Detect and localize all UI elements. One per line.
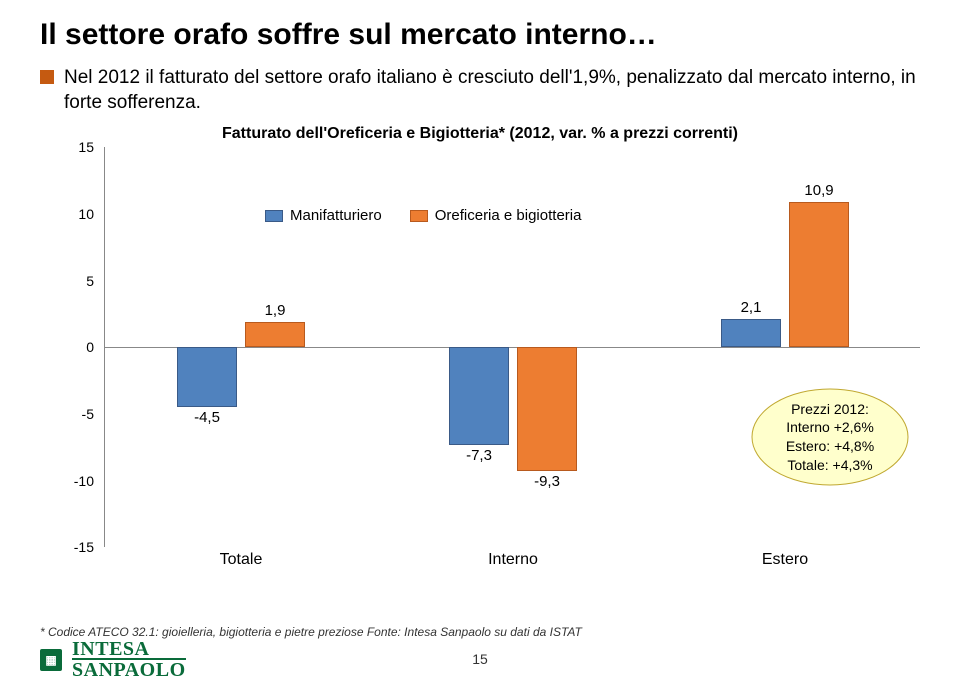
y-tick-label: 15 <box>78 139 94 155</box>
page-number: 15 <box>472 651 488 667</box>
bar <box>177 347 237 407</box>
logo-text-1: INTESA <box>72 640 186 658</box>
y-tick-label: -15 <box>74 539 94 555</box>
bar <box>449 347 509 444</box>
value-label: 1,9 <box>265 302 286 319</box>
plot-area: ManifatturieroOreficeria e bigiotteria -… <box>104 147 920 547</box>
prices-callout: Prezzi 2012:Interno +2,6%Estero: +4,8%To… <box>750 387 910 487</box>
value-label: 2,1 <box>741 299 762 316</box>
callout-line: Estero: +4,8% <box>786 437 874 456</box>
y-tick-label: 5 <box>86 273 94 289</box>
value-label: 10,9 <box>804 182 833 199</box>
category-label: Interno <box>488 551 538 569</box>
brand-logo: ▦ INTESA SANPAOLO <box>40 640 186 679</box>
category-label: Totale <box>220 551 263 569</box>
bullet-text: Nel 2012 il fatturato del settore orafo … <box>64 66 920 115</box>
value-label: -9,3 <box>534 473 560 490</box>
chart-title: Fatturato dell'Oreficeria e Bigiotteria*… <box>40 125 920 143</box>
bullet-square-icon <box>40 70 54 84</box>
bar <box>517 347 577 471</box>
value-label: -4,5 <box>194 409 220 426</box>
category-label: Estero <box>762 551 808 569</box>
bar <box>245 322 305 347</box>
callout-line: Prezzi 2012: <box>791 400 869 419</box>
callout-line: Totale: +4,3% <box>787 456 872 475</box>
slide-title: Il settore orafo soffre sul mercato inte… <box>40 18 920 52</box>
bullet-item: Nel 2012 il fatturato del settore orafo … <box>40 66 920 115</box>
bar-chart: -15-10-5051015 ManifatturieroOreficeria … <box>60 147 920 547</box>
value-label: -7,3 <box>466 447 492 464</box>
logo-text-2: SANPAOLO <box>72 658 186 679</box>
y-axis: -15-10-5051015 <box>60 147 100 547</box>
y-tick-label: 10 <box>78 206 94 222</box>
bar <box>789 202 849 347</box>
bar <box>721 319 781 347</box>
logo-mark-icon: ▦ <box>40 649 62 671</box>
y-tick-label: -5 <box>82 406 94 422</box>
callout-line: Interno +2,6% <box>786 418 874 437</box>
y-tick-label: 0 <box>86 339 94 355</box>
y-tick-label: -10 <box>74 473 94 489</box>
footnote: * Codice ATECO 32.1: gioielleria, bigiot… <box>40 625 582 639</box>
